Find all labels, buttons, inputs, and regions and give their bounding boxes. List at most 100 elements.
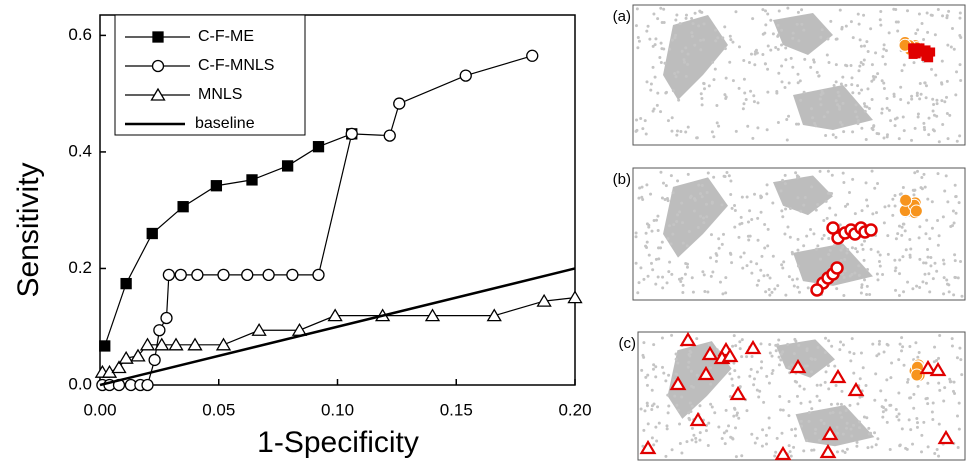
map-dot (655, 439, 659, 443)
map-dot (947, 9, 951, 13)
map-dot (815, 383, 819, 387)
map-dot (680, 49, 684, 53)
map-dot (824, 370, 828, 374)
map-dot (783, 173, 787, 177)
map-dot (695, 337, 699, 341)
map-panel: (c) (619, 331, 966, 461)
map-dot (826, 37, 830, 41)
map-dot (761, 53, 765, 57)
map-dot (730, 261, 734, 265)
map-dot (704, 202, 708, 206)
map-dot (860, 243, 864, 247)
map-dot (803, 196, 807, 200)
map-dot (935, 358, 939, 362)
map-dot (887, 204, 891, 208)
map-dot (699, 92, 703, 96)
map-dot (857, 420, 861, 424)
map-dot (745, 264, 749, 268)
map-dot (642, 355, 646, 359)
map-dot (911, 188, 915, 192)
map-dot (859, 351, 863, 355)
map-dot (824, 133, 828, 137)
map-dot (792, 352, 796, 356)
map-dot (696, 226, 700, 230)
map-dot (651, 367, 655, 371)
map-dot (902, 363, 906, 367)
map-dot (871, 128, 875, 132)
map-dot (835, 37, 839, 41)
map-dot (798, 79, 802, 83)
map-dot (766, 90, 770, 94)
map-dot (766, 244, 770, 248)
map-dot (797, 343, 801, 347)
map-dot (943, 189, 947, 193)
map-dot (829, 19, 833, 23)
map-dot (670, 38, 674, 42)
map-dot (756, 126, 760, 130)
map-dot (787, 414, 791, 418)
map-dot (846, 202, 850, 206)
map-dot (666, 119, 670, 123)
x-tick-label: 0.00 (83, 400, 116, 419)
map-dot (684, 46, 688, 50)
map-dot (884, 408, 888, 412)
map-dot (748, 374, 752, 378)
map-dot (816, 346, 820, 350)
map-dot (717, 124, 721, 128)
map-dot (902, 222, 906, 226)
map-dot (861, 366, 865, 370)
map-dot (928, 290, 932, 294)
map-dot (906, 380, 910, 384)
map-dot (787, 444, 791, 448)
detect-triangle (919, 359, 937, 375)
map-dot (724, 95, 728, 99)
map-dot (671, 232, 675, 236)
map-dot (858, 395, 862, 399)
marker (130, 348, 146, 362)
map-dot (687, 416, 691, 420)
map-dot (861, 62, 865, 66)
map-dot (767, 288, 771, 292)
map-dot (878, 253, 882, 257)
map-dot (855, 250, 859, 254)
map-dot (802, 90, 806, 94)
map-dot (885, 106, 889, 110)
map-dot (680, 201, 684, 205)
map-dot (945, 16, 949, 20)
map-dot (796, 176, 800, 180)
map-dot (684, 16, 688, 20)
map-dot (742, 77, 746, 81)
map-dot (723, 442, 727, 446)
map-dot (820, 91, 824, 95)
map-dot (734, 129, 738, 133)
map-dot (805, 347, 809, 351)
map-dot (673, 72, 677, 76)
map-dot (767, 416, 771, 420)
map-dot (936, 243, 940, 247)
map-dot (702, 38, 706, 42)
x-tick-label: 0.05 (202, 400, 235, 419)
map-dot (700, 10, 704, 14)
map-dot (937, 356, 941, 360)
map-dot (879, 23, 883, 27)
map-dot (818, 257, 822, 261)
map-dot (776, 121, 780, 125)
map-dot (717, 237, 721, 241)
map-dot (665, 197, 669, 201)
map-dot (659, 246, 663, 250)
map-dot (639, 266, 643, 270)
map-dot (753, 192, 757, 196)
map-dot (723, 47, 727, 51)
map-dot (870, 63, 874, 67)
map-dot (909, 428, 913, 432)
map-dot (940, 82, 944, 86)
map-dot (648, 37, 652, 41)
map-dot (915, 284, 919, 288)
detect-triangle (701, 345, 719, 361)
map-dot (644, 231, 648, 235)
map-dot (780, 43, 784, 47)
map-dot (820, 237, 824, 241)
map-dot (750, 432, 754, 436)
map-dot (830, 344, 834, 348)
map-dot (838, 411, 842, 415)
